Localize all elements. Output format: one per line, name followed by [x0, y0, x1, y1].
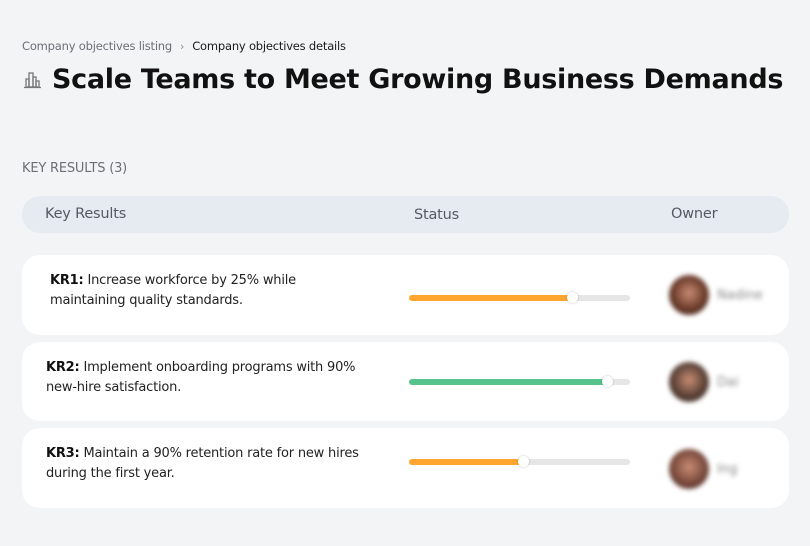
progress-thumb[interactable] [517, 456, 529, 467]
section-label: KEY RESULTS (3) [22, 161, 128, 176]
breadcrumb-current: Company objectives details [192, 39, 346, 53]
breadcrumb-link-listing[interactable]: Company objectives listing [22, 39, 172, 53]
avatar [669, 275, 709, 315]
key-result-text: KR1: Increase workforce by 25% while mai… [50, 271, 370, 311]
title-row: Scale Teams to Meet Growing Business Dem… [22, 64, 783, 95]
key-result-row-2[interactable]: KR2: Implement onboarding programs with … [22, 342, 789, 421]
key-result-description: Increase workforce by 25% while maintain… [50, 273, 296, 308]
progress-bar[interactable] [409, 292, 630, 303]
key-result-description: Maintain a 90% retention rate for new hi… [46, 446, 359, 481]
owner-name: Ing [717, 461, 738, 477]
progress-fill [409, 379, 608, 385]
column-header-key-results: Key Results [45, 206, 127, 222]
progress-fill [409, 295, 573, 301]
progress-fill [409, 459, 524, 465]
buildings-icon [22, 70, 42, 90]
key-result-id: KR1: [50, 273, 84, 288]
progress-thumb[interactable] [601, 376, 613, 387]
column-header-owner: Owner [671, 206, 718, 222]
progress-bar[interactable] [409, 456, 630, 467]
avatar [669, 449, 709, 489]
chevron-right-icon: › [180, 39, 185, 53]
progress-thumb[interactable] [566, 292, 578, 303]
table-header: Key Results Status Owner [22, 196, 789, 233]
key-result-text: KR2: Implement onboarding programs with … [46, 358, 366, 398]
key-result-row-1[interactable]: KR1: Increase workforce by 25% while mai… [22, 255, 789, 335]
avatar [669, 362, 709, 402]
owner[interactable]: Nadine [669, 275, 763, 315]
column-header-status: Status [414, 207, 460, 223]
page-title: Scale Teams to Meet Growing Business Dem… [52, 64, 784, 95]
owner-name: Dai [717, 374, 739, 390]
key-result-row-3[interactable]: KR3: Maintain a 90% retention rate for n… [22, 428, 789, 508]
key-result-text: KR3: Maintain a 90% retention rate for n… [46, 444, 366, 484]
progress-bar[interactable] [409, 376, 630, 387]
key-result-id: KR3: [46, 446, 80, 461]
breadcrumb: Company objectives listing › Company obj… [22, 39, 346, 53]
owner-name: Nadine [717, 287, 763, 303]
key-result-description: Implement onboarding programs with 90% n… [46, 360, 356, 395]
key-result-id: KR2: [46, 360, 80, 375]
owner[interactable]: Ing [669, 449, 737, 489]
owner[interactable]: Dai [669, 362, 739, 402]
